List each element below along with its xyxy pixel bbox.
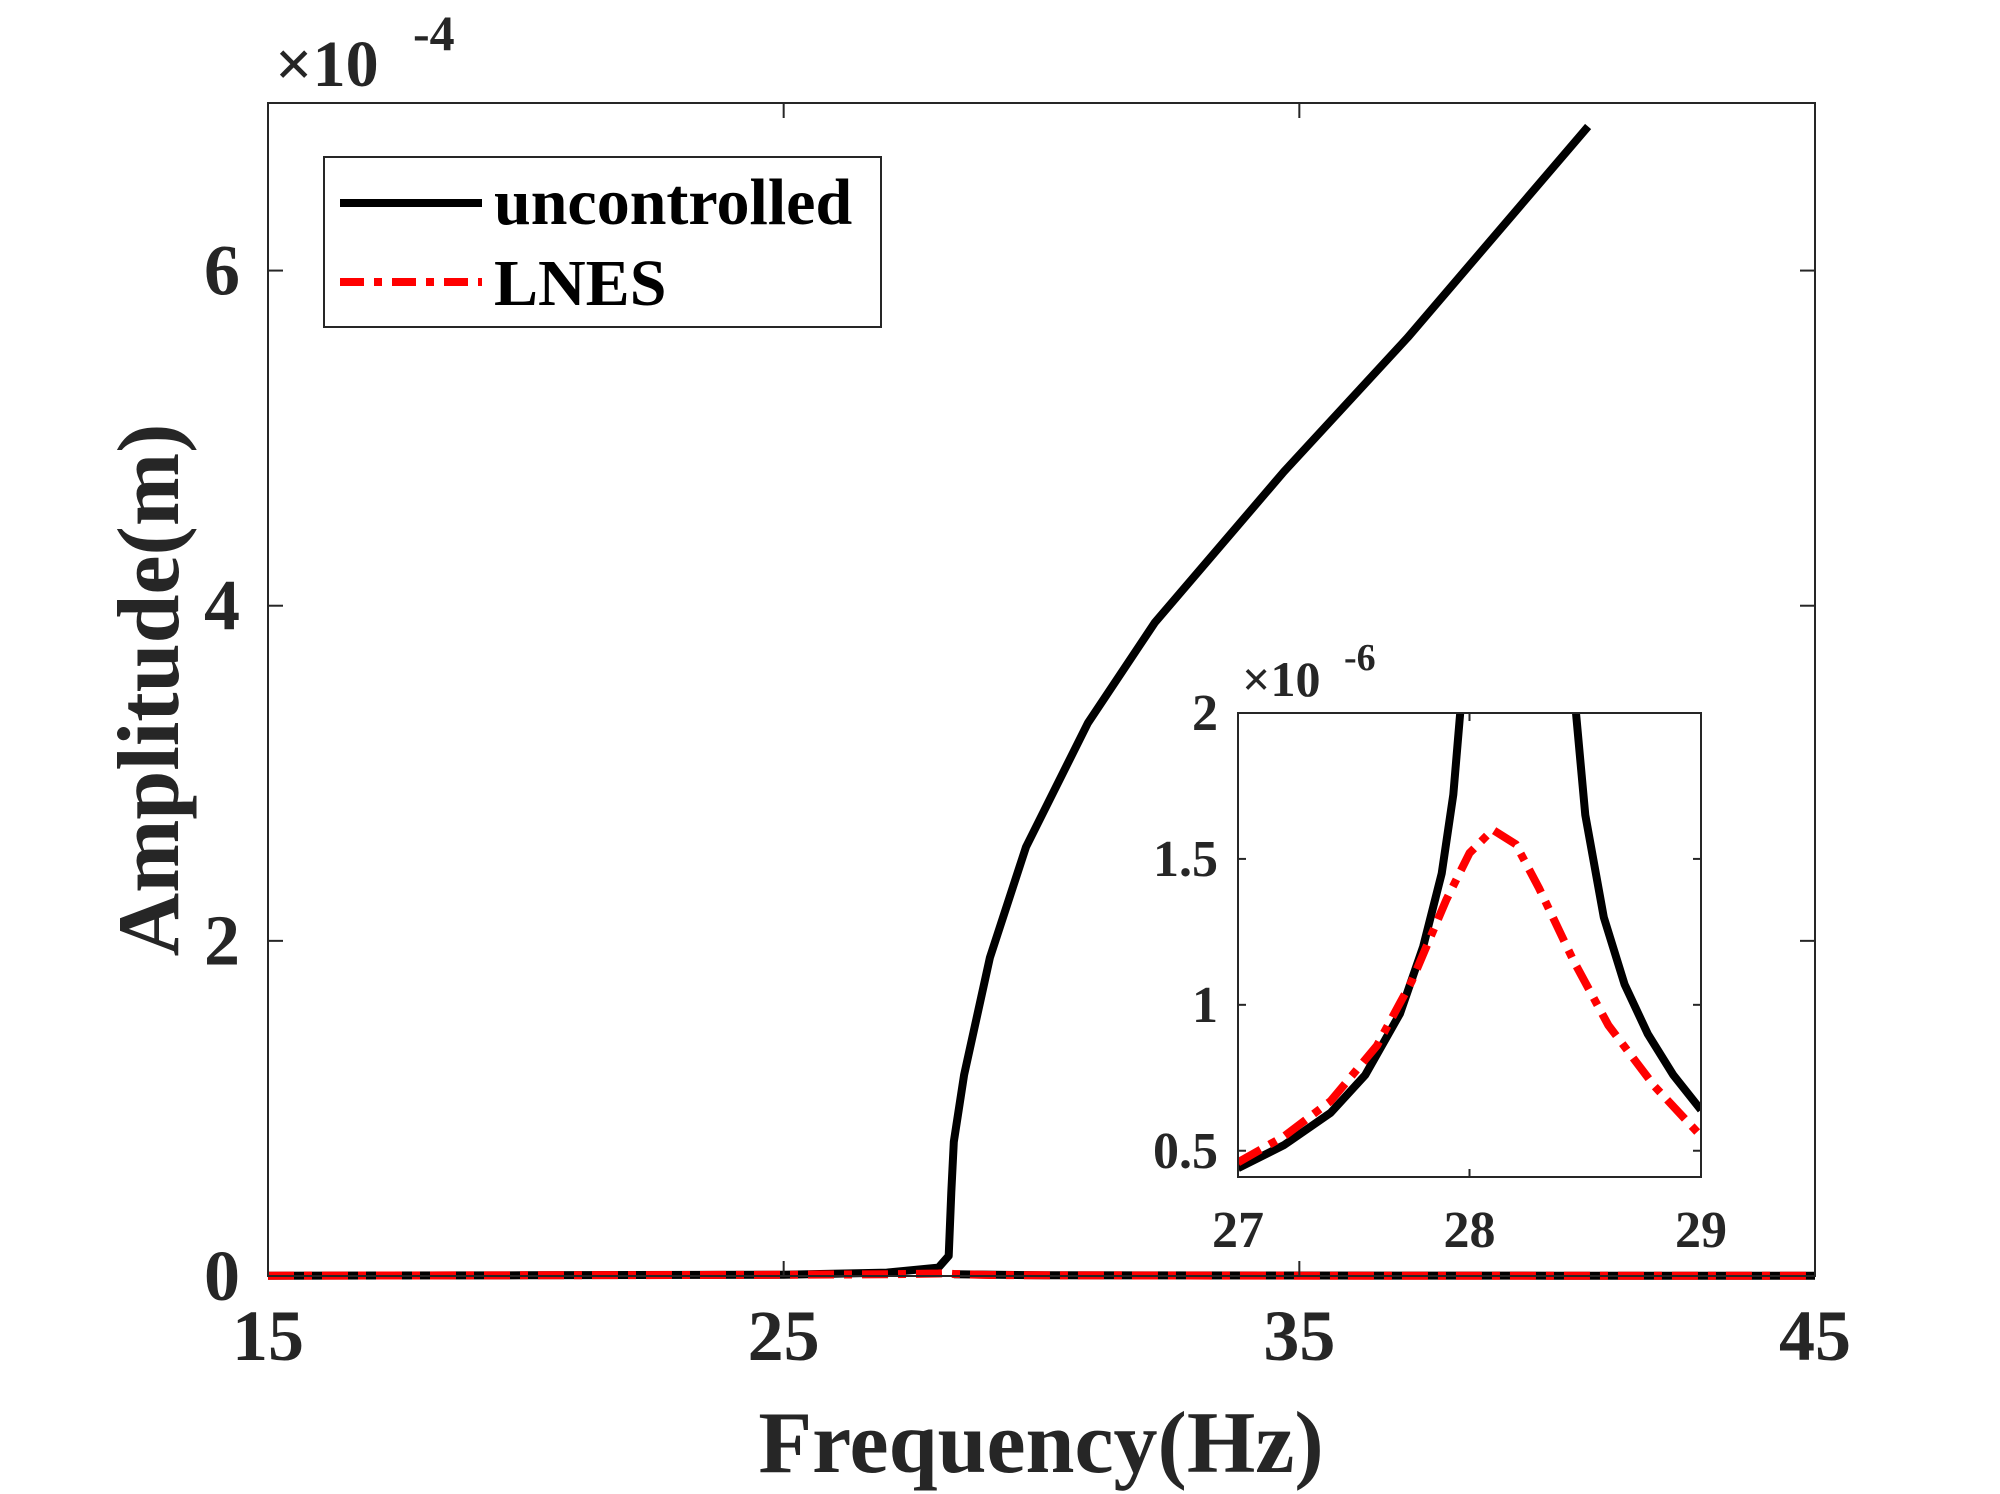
- inset-ytick-label: 2: [1192, 685, 1218, 742]
- inset-series-uncontrolled-left: [1238, 712, 1465, 1172]
- legend-box: [323, 156, 882, 328]
- main-ytick-label: 6: [204, 230, 240, 310]
- main-y-exponent-base: ×10: [275, 28, 379, 101]
- inset-y-exponent-power: -6: [1344, 637, 1376, 679]
- inset-series-lnes: [1238, 825, 1701, 1166]
- main-xtick-label: 15: [232, 1296, 304, 1376]
- main-ytick-label: 2: [204, 901, 240, 981]
- main-y-exponent-power: -4: [413, 5, 455, 61]
- legend-label-lnes: LNES: [494, 247, 666, 320]
- inset-xtick-label: 27: [1212, 1202, 1264, 1259]
- main-xtick-label: 45: [1779, 1296, 1851, 1376]
- inset-plot: 27 28 29 0.5 1 1.5 2: [1153, 685, 1727, 1259]
- main-series-lnes: [268, 1269, 1815, 1280]
- legend: uncontrolled LNES: [323, 156, 882, 328]
- main-ytick-label: 4: [204, 565, 240, 645]
- inset-ytick-label: 1.5: [1153, 831, 1218, 888]
- main-xtick-label: 25: [748, 1296, 820, 1376]
- inset-ytick-label: 0.5: [1153, 1123, 1218, 1180]
- inset-ytick-label: 1: [1192, 977, 1218, 1034]
- main-xtick-label: 35: [1263, 1296, 1335, 1376]
- x-axis-label: Frequency(Hz): [758, 1395, 1323, 1492]
- inset-series-uncontrolled-right: [1572, 712, 1701, 1113]
- legend-label-uncontrolled: uncontrolled: [494, 166, 852, 239]
- inset-y-exponent-base: ×10: [1242, 651, 1321, 707]
- y-axis-label: Amplitude(m): [101, 424, 198, 957]
- inset-xtick-label: 29: [1675, 1202, 1727, 1259]
- inset-xtick-label: 28: [1444, 1202, 1496, 1259]
- main-ytick-label: 0: [204, 1236, 240, 1316]
- inset-series-group: [1238, 712, 1701, 1172]
- main-series-uncontrolled: [268, 123, 1592, 1280]
- inset-plot-area: [1238, 713, 1701, 1177]
- main-axes-frame: [267, 102, 1816, 1277]
